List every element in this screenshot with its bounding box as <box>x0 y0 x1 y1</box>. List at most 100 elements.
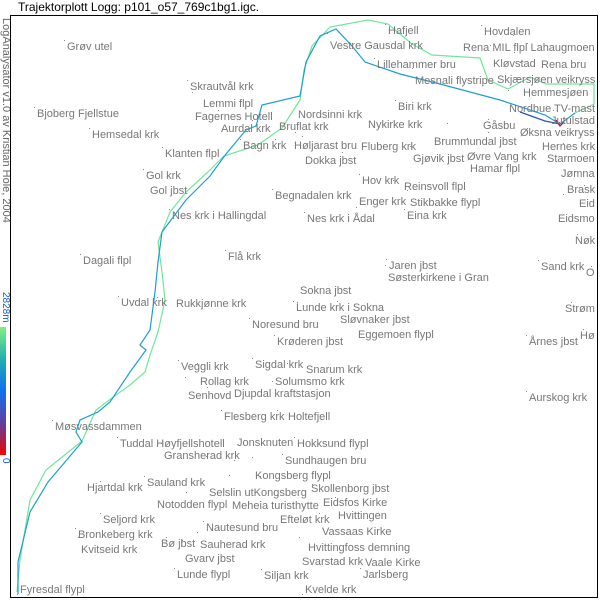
place-marker <box>526 335 527 336</box>
place-label: Bagn krk <box>243 140 287 152</box>
place-marker <box>234 460 235 461</box>
place-marker <box>305 517 306 518</box>
place-marker <box>187 80 188 81</box>
place-marker <box>584 185 585 186</box>
place-marker <box>385 24 386 25</box>
place-label: Hernes krk <box>542 141 596 153</box>
place-marker <box>197 532 198 533</box>
place-marker <box>161 443 162 444</box>
place-label: Svarstad krk <box>302 556 364 568</box>
place-marker <box>275 139 276 140</box>
place-label: Hamar flpl <box>470 163 521 175</box>
place-marker <box>277 410 278 411</box>
place-marker <box>75 528 76 529</box>
place-marker <box>192 92 193 93</box>
place-label: Nautesund bru <box>206 522 279 534</box>
place-marker <box>575 171 576 172</box>
place-marker <box>260 476 261 477</box>
place-marker <box>553 110 554 111</box>
place-label: Vassaas Kirke <box>322 526 392 538</box>
place-marker <box>287 363 288 364</box>
place-label: Nordsinni krk <box>298 109 363 121</box>
place-marker <box>52 420 53 421</box>
place-label: Høljarast bru <box>294 140 357 152</box>
map-frame[interactable] <box>10 15 598 598</box>
place-marker <box>312 484 313 485</box>
place-marker <box>299 537 300 538</box>
place-marker <box>64 40 65 41</box>
place-label: Jonsknuten <box>237 437 294 449</box>
place-marker <box>490 45 491 46</box>
place-label: Aurskog krk <box>529 392 588 404</box>
place-label: Brask <box>567 184 596 196</box>
place-label: Biri krk <box>398 101 432 113</box>
place-marker <box>295 132 296 133</box>
place-label: Noresund bru <box>252 319 319 331</box>
place-label: Gjøvik jbst <box>413 153 465 165</box>
place-label: Rena bru <box>541 59 587 71</box>
place-label: Nes krk i Hallingdal <box>172 210 267 222</box>
place-marker <box>538 260 539 261</box>
plot-title: Trajektorplott Logg: p101_o57_769c1bg1.i… <box>18 0 260 14</box>
place-label: Lunde flypl <box>177 569 231 581</box>
place-marker <box>583 329 584 330</box>
place-marker <box>527 43 528 44</box>
place-marker <box>225 250 226 251</box>
place-label: Nes krk i Ådal <box>307 213 375 225</box>
place-marker <box>571 302 572 303</box>
place-label: Dokka jbst <box>305 155 357 167</box>
place-label: Notodden flypl <box>157 499 228 511</box>
place-marker <box>144 476 145 477</box>
place-label: Sigdal krk <box>255 359 304 371</box>
place-marker <box>34 107 35 108</box>
place-label: Hvittingen <box>338 510 387 522</box>
place-label: Reinsvoll flpl <box>404 181 466 193</box>
place-marker <box>17 594 18 595</box>
place-label: Rollag krk <box>200 376 249 388</box>
place-marker <box>488 119 489 120</box>
place-marker <box>393 180 394 181</box>
place-label: Sokna jbst <box>300 285 352 297</box>
place-marker <box>207 387 208 388</box>
place-label: Sløvnaker jbst <box>340 314 410 326</box>
place-label: Grøv utel <box>67 41 113 53</box>
place-label: Uvdal krk <box>121 297 167 309</box>
place-marker <box>385 265 386 266</box>
place-label: Jutulstad <box>551 115 596 127</box>
place-marker <box>447 123 448 124</box>
colorbar-min-label: 0 <box>0 458 11 464</box>
place-label: Veggli krk <box>181 361 229 373</box>
place-label: Søsterkirkene i Gran <box>388 272 489 284</box>
place-label: Bronkeberg krk <box>78 529 153 541</box>
place-label: Eidsfos Kirke <box>323 497 388 509</box>
place-marker <box>374 58 375 59</box>
place-marker <box>488 132 489 133</box>
place-label: Nøk <box>575 235 596 247</box>
place-marker <box>274 335 275 336</box>
credit-text: LogAnalysator v1.0 av Kristian Hole, 200… <box>0 18 12 223</box>
place-label: Djupdal kraftstasjon <box>234 388 331 400</box>
place-marker <box>335 497 336 498</box>
place-label: Årnes jbst <box>529 336 578 348</box>
place-label: Sundhaugen bru <box>285 455 367 467</box>
place-label: Nykirke krk <box>368 119 423 131</box>
place-marker <box>174 568 175 569</box>
place-marker <box>559 122 560 123</box>
place-label: Lemmi flpl <box>203 98 254 110</box>
place-marker <box>282 454 283 455</box>
place-marker <box>143 169 144 170</box>
place-label: Nordbue TV-mast <box>509 103 596 115</box>
place-label: Begnadalen krk <box>275 190 352 202</box>
place-label: Tuddal Høyfjellshotell <box>120 438 225 450</box>
place-label: Eid <box>579 198 595 210</box>
place-label: Snarum krk <box>306 364 363 376</box>
place-marker <box>513 35 514 36</box>
place-marker <box>356 207 357 208</box>
place-marker <box>206 456 207 457</box>
place-label: Gol krk <box>146 170 181 182</box>
place-label: Hokksund flypl <box>297 438 369 450</box>
place-marker <box>118 296 119 297</box>
place-label: Efteløt krk <box>280 514 330 526</box>
place-label: Mesnali flystripe <box>415 75 494 87</box>
place-label: Fagernes Hotell <box>195 111 273 123</box>
